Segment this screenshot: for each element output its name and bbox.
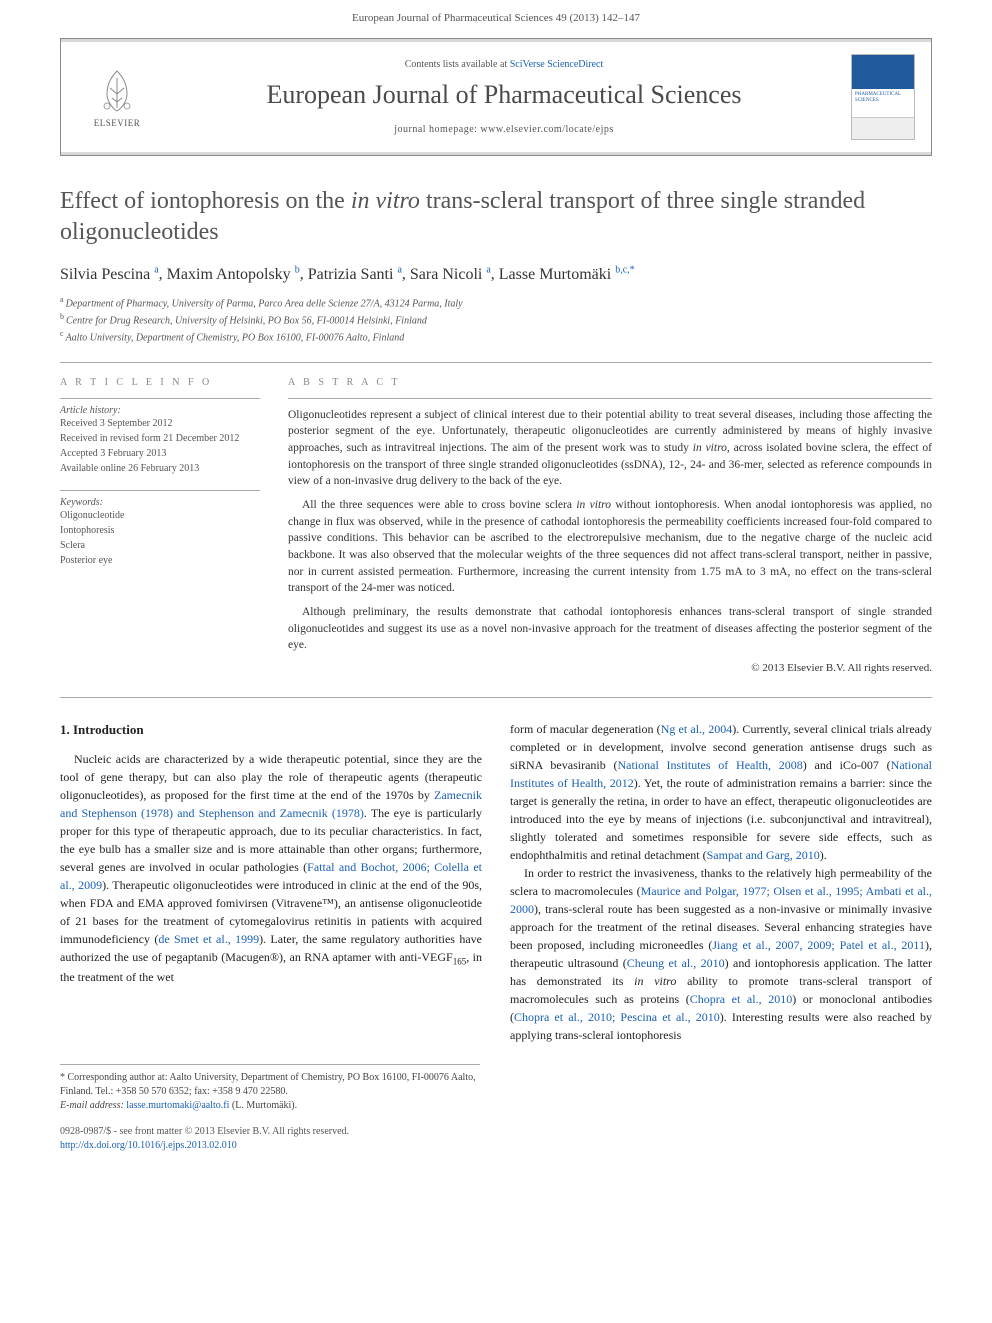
abstract-para: Oligonucleotides represent a subject of …: [288, 407, 932, 490]
citation-link[interactable]: Ng et al., 2004: [661, 722, 733, 736]
body-para: In order to restrict the invasiveness, t…: [510, 864, 932, 1044]
elsevier-tree-icon: [92, 66, 142, 116]
author: Sara Nicoli a: [410, 266, 491, 283]
citation-link[interactable]: Chopra et al., 2010: [690, 992, 792, 1006]
history-line: Accepted 3 February 2013: [60, 446, 260, 461]
author: Patrizia Santi a: [308, 266, 402, 283]
section-heading: 1. Introduction: [60, 720, 482, 740]
publisher-logo-text: ELSEVIER: [94, 118, 141, 128]
article-info-heading: A R T I C L E I N F O: [60, 377, 260, 388]
footer-copyright: 0928-0987/$ - see front matter © 2013 El…: [60, 1125, 932, 1139]
authors-list: Silvia Pescina a, Maxim Antopolsky b, Pa…: [60, 264, 932, 283]
author: Lasse Murtomäki b,c,*: [499, 266, 635, 283]
publisher-logo: ELSEVIER: [77, 57, 157, 137]
author: Silvia Pescina a: [60, 266, 159, 283]
contents-line: Contents lists available at SciVerse Sci…: [157, 59, 851, 70]
journal-cover-thumb: PHARMACEUTICAL SCIENCES: [851, 54, 915, 140]
keyword: Iontophoresis: [60, 523, 260, 538]
keyword: Sclera: [60, 538, 260, 553]
citation-link[interactable]: National Institutes of Health, 2008: [617, 758, 802, 772]
article-title: Effect of iontophoresis on the in vitro …: [60, 186, 932, 248]
history-line: Received 3 September 2012: [60, 416, 260, 431]
abstract-para: Although preliminary, the results demons…: [288, 604, 932, 654]
affiliation: c Aalto University, Department of Chemis…: [60, 328, 932, 345]
keyword: Posterior eye: [60, 553, 260, 568]
citation-link[interactable]: Cheung et al., 2010: [627, 956, 725, 970]
affiliation: b Centre for Drug Research, University o…: [60, 311, 932, 328]
citation-link[interactable]: Chopra et al., 2010; Pescina et al., 201…: [514, 1010, 720, 1024]
body-para: form of macular degeneration (Ng et al.,…: [510, 720, 932, 864]
abstract-copyright: © 2013 Elsevier B.V. All rights reserved…: [288, 661, 932, 677]
history-line: Available online 26 February 2013: [60, 461, 260, 476]
keywords-label: Keywords:: [60, 497, 260, 508]
body-left-column: 1. Introduction Nucleic acids are charac…: [60, 720, 482, 1044]
citation-link[interactable]: de Smet et al., 1999: [158, 932, 259, 946]
history-line: Received in revised form 21 December 201…: [60, 431, 260, 446]
page-footer: 0928-0987/$ - see front matter © 2013 El…: [60, 1125, 932, 1153]
page-header-citation: European Journal of Pharmaceutical Scien…: [0, 0, 992, 30]
corresponding-author-footnote: * Corresponding author at: Aalto Univers…: [60, 1064, 480, 1113]
history-label: Article history:: [60, 405, 260, 416]
abstract-block: A B S T R A C T Oligonucleotides represe…: [288, 377, 932, 677]
citation-link[interactable]: Jiang et al., 2007, 2009; Patel et al., …: [712, 938, 925, 952]
sciencedirect-link[interactable]: SciVerse ScienceDirect: [510, 59, 604, 70]
journal-banner: ELSEVIER Contents lists available at Sci…: [60, 38, 932, 156]
journal-homepage: journal homepage: www.elsevier.com/locat…: [157, 124, 851, 135]
email-link[interactable]: lasse.murtomaki@aalto.fi: [126, 1100, 229, 1111]
affiliation: a Department of Pharmacy, University of …: [60, 294, 932, 311]
body-right-column: form of macular degeneration (Ng et al.,…: [510, 720, 932, 1044]
abstract-para: All the three sequences were able to cro…: [288, 497, 932, 597]
article-info-block: A R T I C L E I N F O Article history: R…: [60, 377, 260, 677]
banner-bottom-bar: [61, 152, 931, 155]
divider: [60, 362, 932, 363]
divider: [60, 697, 932, 698]
citation-link[interactable]: Sampat and Garg, 2010: [707, 848, 820, 862]
affiliations-list: a Department of Pharmacy, University of …: [60, 294, 932, 346]
keyword: Oligonucleotide: [60, 508, 260, 523]
journal-title: European Journal of Pharmaceutical Scien…: [157, 80, 851, 110]
author: Maxim Antopolsky b: [167, 266, 300, 283]
doi-link[interactable]: http://dx.doi.org/10.1016/j.ejps.2013.02…: [60, 1140, 237, 1151]
body-para: Nucleic acids are characterized by a wid…: [60, 750, 482, 987]
abstract-heading: A B S T R A C T: [288, 377, 932, 388]
